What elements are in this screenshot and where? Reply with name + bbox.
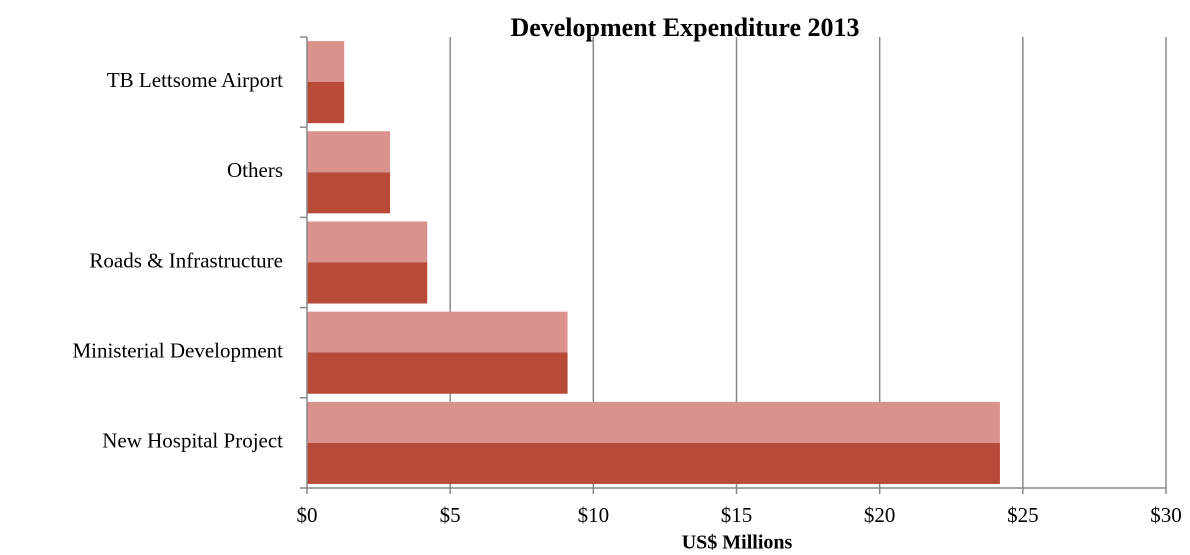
- x-tick-label: $5: [440, 503, 461, 527]
- bar: [307, 401, 1000, 484]
- y-tick-label: TB Lettsome Airport: [107, 68, 283, 92]
- y-tick-label: Roads & Infrastructure: [89, 248, 283, 272]
- y-tick-label: Others: [227, 158, 283, 182]
- y-tick-label: New Hospital Project: [102, 429, 283, 453]
- bar: [307, 311, 568, 394]
- bar: [307, 41, 345, 124]
- x-tick-label: $20: [864, 503, 896, 527]
- bar: [307, 131, 391, 214]
- chart-title: Development Expenditure 2013: [510, 13, 859, 42]
- y-tick-label: Ministerial Development: [72, 339, 283, 363]
- bar: [307, 221, 428, 304]
- x-axis-title: US$ Millions: [682, 532, 793, 554]
- x-tick-label: $0: [297, 503, 318, 527]
- x-tick-label: $10: [578, 503, 610, 527]
- x-tick-label: $25: [1007, 503, 1039, 527]
- x-tick-label: $15: [721, 503, 753, 527]
- x-tick-label: $30: [1150, 503, 1182, 527]
